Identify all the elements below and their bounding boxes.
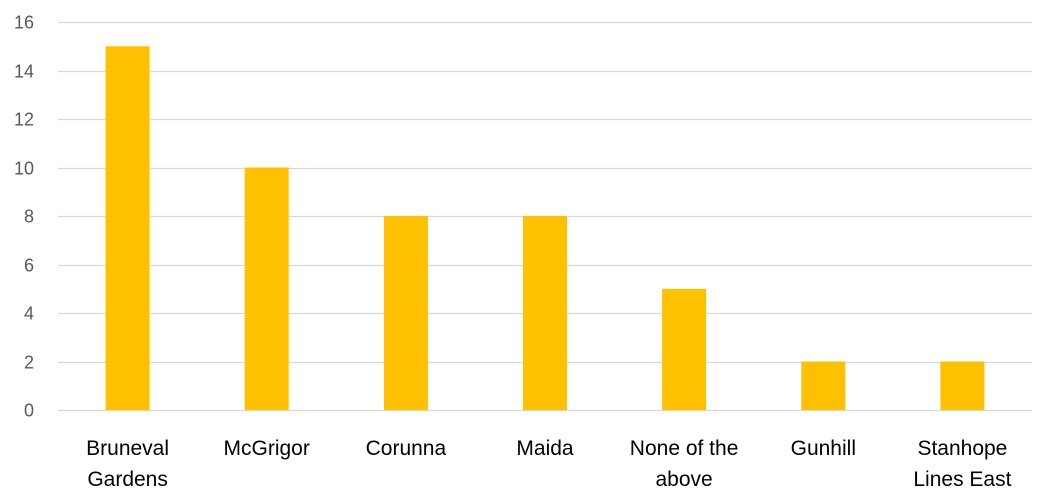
x-tick-label-line: Gardens <box>87 468 168 491</box>
bar-3 <box>523 216 567 410</box>
y-tick-label: 14 <box>14 62 34 82</box>
bar-2 <box>383 216 428 410</box>
y-tick-label: 2 <box>24 353 34 373</box>
y-tick-label: 0 <box>24 401 34 421</box>
bar-4 <box>662 288 707 411</box>
bar-5 <box>801 361 846 410</box>
x-tick-label: Gunhill <box>791 437 856 460</box>
x-tick-label-line: Gunhill <box>791 437 856 460</box>
x-tick-label: Corunna <box>366 437 447 460</box>
y-tick-label: 4 <box>24 304 34 324</box>
y-tick-label: 10 <box>14 159 34 179</box>
x-tick-label: McGrigor <box>224 437 310 460</box>
x-tick-label-line: above <box>655 468 712 491</box>
x-tick-label: Maida <box>516 437 574 460</box>
y-tick-label: 16 <box>14 13 34 33</box>
x-tick-label: None of the above <box>630 437 739 491</box>
x-tick-label-line: McGrigor <box>224 437 310 460</box>
x-tick-label-line: Bruneval <box>86 437 169 460</box>
x-tick-label-line: Lines East <box>913 468 1011 491</box>
y-axis-tick-labels: 0 2 4 6 8 10 12 14 16 <box>14 13 34 421</box>
x-tick-label-line: None of the <box>630 437 739 460</box>
y-tick-label: 8 <box>24 207 34 227</box>
bar-1 <box>244 167 289 410</box>
x-tick-label-line: Stanhope <box>917 437 1007 460</box>
x-tick-label: Stanhope Lines East <box>913 437 1011 491</box>
bar-6 <box>940 361 985 410</box>
x-tick-label-line: Maida <box>516 437 574 460</box>
bar-0 <box>105 46 150 411</box>
x-tick-label: Bruneval Gardens <box>86 437 169 491</box>
x-axis-tick-labels: Bruneval Gardens McGrigor Corunna Maida None … <box>86 437 1011 491</box>
y-tick-label: 6 <box>24 256 34 276</box>
bars <box>105 46 985 411</box>
y-tick-label: 12 <box>14 110 34 130</box>
x-tick-label-line: Corunna <box>366 437 447 460</box>
